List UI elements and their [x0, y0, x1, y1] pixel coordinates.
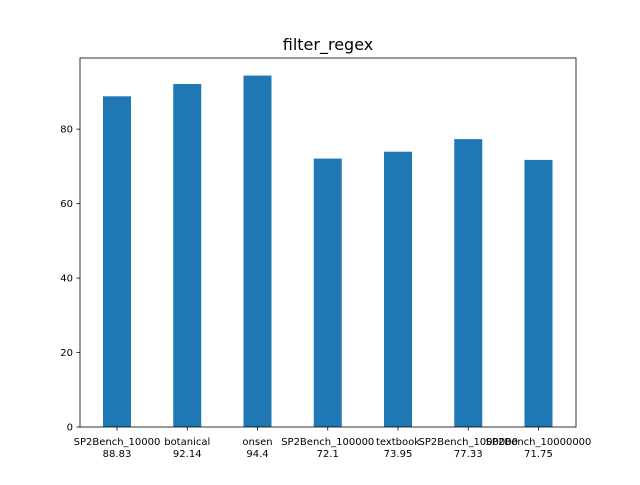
bar-sp2bench-10000 [103, 96, 131, 427]
bar-onsen [243, 75, 272, 427]
bar-sp2bench-10000000 [524, 159, 553, 427]
x-tick-label: textbook [376, 437, 420, 448]
x-tick-value-label: 94.4 [246, 449, 268, 460]
bar-botanical [173, 83, 202, 427]
x-tick-label: botanical [164, 437, 210, 448]
x-tick-label: SP2Bench_10000000 [486, 437, 592, 448]
y-tick-label: 40 [60, 274, 73, 285]
y-axis: 0 20 40 60 80 [60, 125, 80, 434]
y-tick-label: 20 [60, 348, 73, 359]
x-tick-value-label: 73.95 [384, 449, 413, 460]
x-tick-label: SP2Bench_10000 [74, 437, 161, 448]
x-tick-label: SP2Bench_1000000 [419, 437, 518, 448]
x-tick-value-label: 88.83 [103, 449, 132, 460]
bar-sp2bench-1000000 [454, 139, 483, 427]
bar-textbook [384, 151, 412, 427]
x-tick-value-label: 71.75 [524, 449, 553, 460]
bar-sp2bench-100000 [313, 158, 342, 427]
x-tick-value-label: 77.33 [454, 449, 483, 460]
y-tick-label: 0 [67, 423, 73, 434]
y-tick-label: 60 [60, 199, 73, 210]
x-tick-label: onsen [242, 437, 272, 448]
x-tick-value-label: 72.1 [317, 449, 339, 460]
y-tick-label: 80 [60, 125, 73, 136]
bars-layer [103, 75, 553, 427]
x-tick-label: SP2Bench_100000 [281, 437, 374, 448]
plot-frame [79, 57, 577, 428]
x-tick-value-label: 92.14 [173, 449, 202, 460]
chart-title: filter_regex [283, 35, 373, 55]
